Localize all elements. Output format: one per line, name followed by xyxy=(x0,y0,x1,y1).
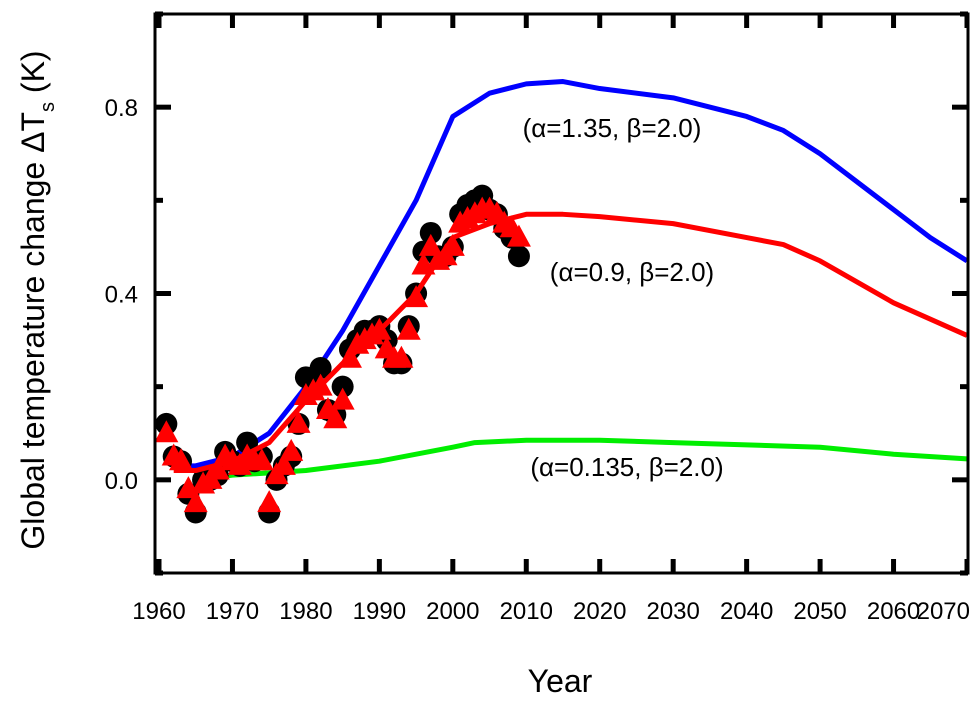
data-point xyxy=(169,448,194,471)
data-point xyxy=(506,224,531,247)
data-point xyxy=(330,387,355,410)
x-tick-label: 1970 xyxy=(206,598,259,625)
x-tick-label: 1990 xyxy=(353,598,406,625)
x-tick-label: 2060 xyxy=(867,598,920,625)
y-axis-title-sub: s xyxy=(37,102,59,112)
data-point xyxy=(309,357,332,380)
data-point xyxy=(183,490,208,513)
y-axis-title-main: Global temperature change ΔT xyxy=(15,112,51,550)
data-point xyxy=(279,438,304,461)
annotation: (α=0.135, β=2.0) xyxy=(530,452,723,482)
x-tick-label: 2020 xyxy=(573,598,626,625)
x-tick-label: 2000 xyxy=(426,598,479,625)
series-line xyxy=(173,79,969,469)
data-point xyxy=(271,452,296,475)
data-point xyxy=(286,410,311,433)
y-tick-label: 0.8 xyxy=(105,95,138,122)
x-tick-label: 2040 xyxy=(720,598,773,625)
data-point xyxy=(331,375,354,398)
data-point xyxy=(257,490,282,513)
x-tick-label: 2050 xyxy=(793,598,846,625)
data-point xyxy=(205,457,230,480)
x-axis-title: Year xyxy=(528,663,593,699)
y-tick-label: 0.4 xyxy=(105,282,138,309)
x-tick-label: 1980 xyxy=(279,598,332,625)
data-point xyxy=(396,317,421,340)
annotation: (α=0.9, β=2.0) xyxy=(550,257,714,287)
data-point xyxy=(507,245,530,268)
x-tick-label: 2010 xyxy=(500,598,553,625)
data-point xyxy=(249,448,274,471)
y-axis-title: Global temperature change ΔTs (K) xyxy=(15,50,59,549)
data-point xyxy=(236,431,259,454)
data-point xyxy=(154,420,179,443)
x-tick-label: 2030 xyxy=(646,598,699,625)
y-axis-title-unit: (K) xyxy=(15,50,51,102)
data-point xyxy=(323,406,348,429)
data-point xyxy=(389,345,414,368)
series-line xyxy=(173,211,969,474)
series-line xyxy=(195,437,968,483)
data-point xyxy=(419,221,442,244)
x-tick-label: 1960 xyxy=(132,598,185,625)
plot-area xyxy=(154,79,969,524)
y-tick-label: 0.0 xyxy=(105,468,138,495)
x-tick-label: 2070 xyxy=(917,598,970,625)
annotation: (α=1.35, β=2.0) xyxy=(523,113,702,143)
